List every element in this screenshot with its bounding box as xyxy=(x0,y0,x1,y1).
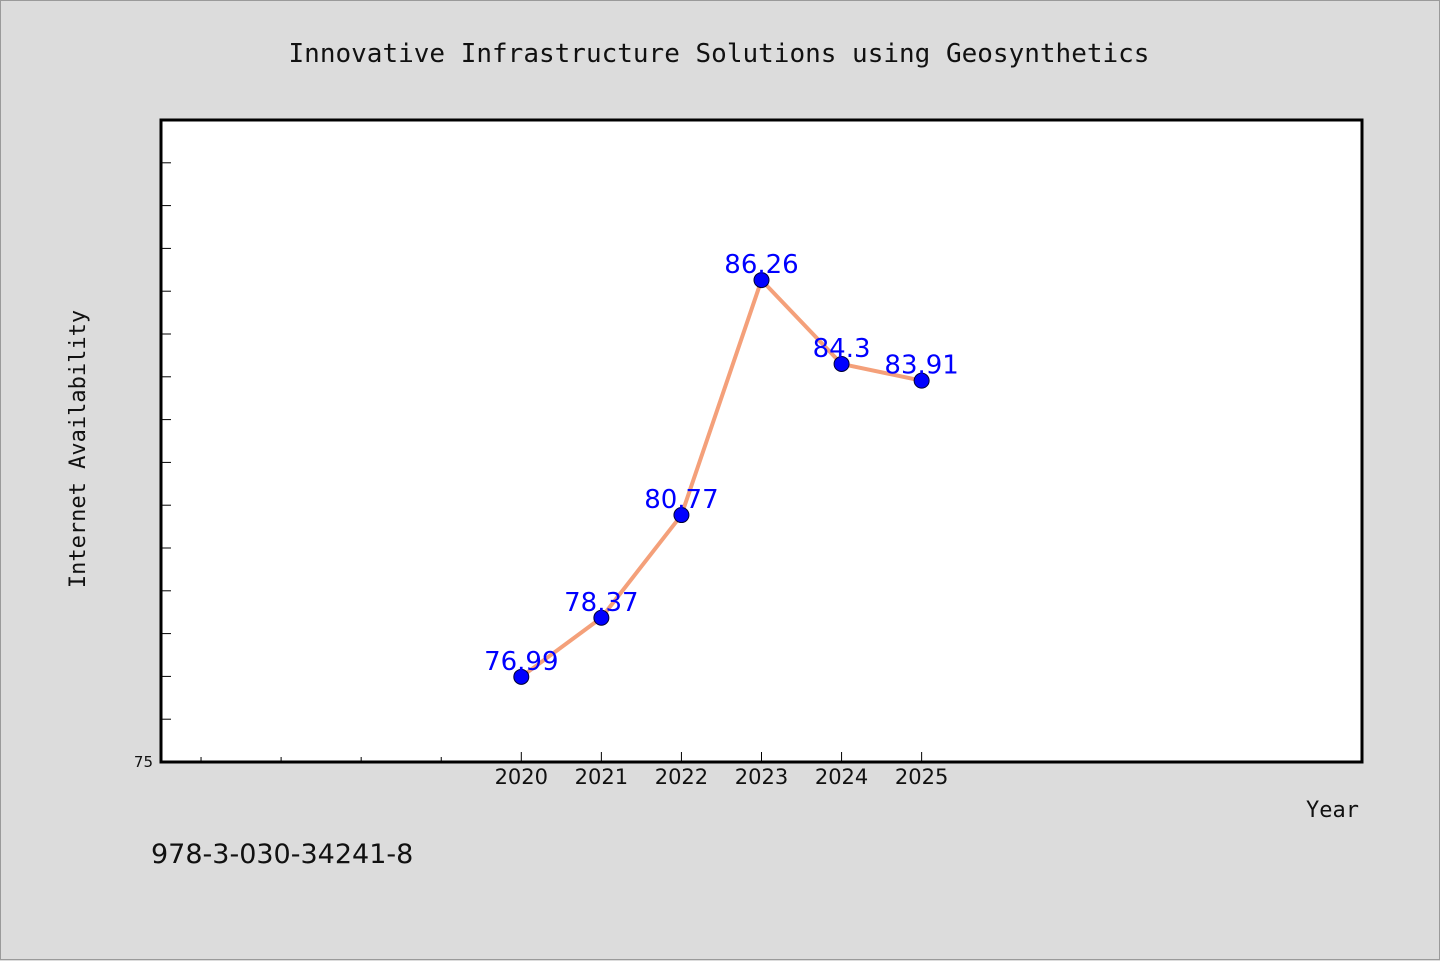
x-tick-label: 2023 xyxy=(735,765,788,789)
chart-title: Innovative Infrastructure Solutions usin… xyxy=(289,39,1150,69)
data-point xyxy=(913,372,930,389)
isbn-footer: 978-3-030-34241-8 xyxy=(151,839,413,870)
x-tick-label: 2024 xyxy=(815,765,868,789)
x-tick-label: 2021 xyxy=(575,765,628,789)
x-tick-label: 2022 xyxy=(655,765,708,789)
data-label: 83.91 xyxy=(884,351,958,381)
data-point xyxy=(673,507,690,524)
data-point xyxy=(833,355,850,372)
series-line xyxy=(519,278,924,679)
y-axis-ticks xyxy=(161,162,171,720)
data-point xyxy=(513,668,530,685)
x-tick-label: 2020 xyxy=(495,765,548,789)
data-label: 84.3 xyxy=(813,334,871,364)
data-point xyxy=(753,272,770,289)
data-label: 80.77 xyxy=(644,485,718,515)
y-axis-label: Internet Availability xyxy=(66,310,91,588)
data-label: 78.37 xyxy=(564,588,638,618)
x-axis-label: Year xyxy=(1306,798,1359,823)
plot-area xyxy=(159,118,1364,764)
data-point xyxy=(593,609,610,626)
y-tick-label-75: 75 xyxy=(134,753,153,771)
data-label: 86.26 xyxy=(724,250,798,280)
data-label: 76.99 xyxy=(484,647,558,677)
x-axis-ticks: 2020 2021 2022 2023 2024 2025 xyxy=(200,752,948,789)
x-tick-label: 2025 xyxy=(895,765,948,789)
